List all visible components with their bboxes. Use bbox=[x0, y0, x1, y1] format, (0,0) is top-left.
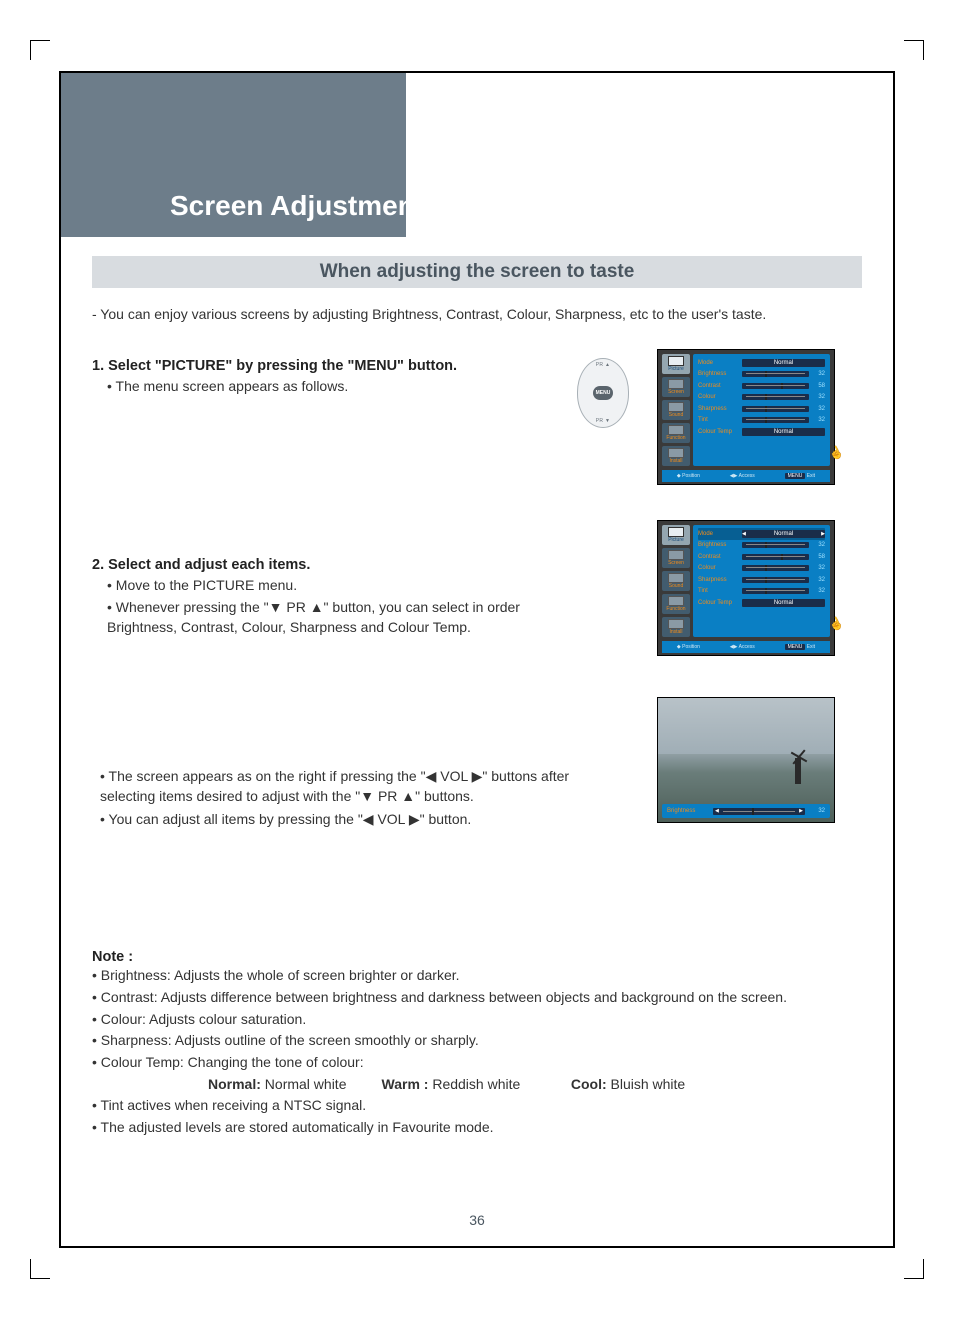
brightness-strip: Brightness 32 bbox=[662, 804, 830, 818]
foot-position: ◆ Position bbox=[677, 644, 700, 650]
crop-mark bbox=[904, 1259, 924, 1279]
osd-sidebar-screen: Screen bbox=[662, 548, 690, 568]
osd-row-sharpness: Sharpness32 bbox=[698, 574, 825, 586]
normal-val: Normal white bbox=[261, 1076, 347, 1092]
osd-menu-picture: Picture Screen Sound Function Install ModeNo… bbox=[657, 349, 835, 485]
osd-menu-mode-select: Picture Screen Sound Function Install ModeNo… bbox=[657, 520, 835, 656]
remote-menu-button: MENU bbox=[593, 386, 613, 400]
osd-row-colour-temp: Colour TempNormal bbox=[698, 426, 825, 438]
page-title: Screen Adjustment bbox=[170, 190, 424, 222]
osd-sidebar-function: Function bbox=[662, 594, 690, 614]
note-colour: • Colour: Adjusts colour saturation. bbox=[92, 1009, 862, 1031]
note-brightness: • Brightness: Adjusts the whole of scree… bbox=[92, 965, 862, 987]
osd-sidebar-install: Install bbox=[662, 617, 690, 637]
osd-sidebar-screen: Screen bbox=[662, 377, 690, 397]
page-number: 36 bbox=[469, 1212, 485, 1228]
osd-sidebar-picture: Picture bbox=[662, 354, 690, 374]
note-store: • The adjusted levels are stored automat… bbox=[92, 1117, 862, 1139]
preview-brightness-osd: Brightness 32 bbox=[657, 697, 835, 823]
note-sharpness: • Sharpness: Adjusts outline of the scre… bbox=[92, 1030, 862, 1052]
osd-sidebar: Picture Screen Sound Function Install bbox=[662, 525, 690, 637]
osd-sidebar: Picture Screen Sound Function Install bbox=[662, 354, 690, 466]
strip-value: 32 bbox=[809, 808, 825, 814]
windmill-icon bbox=[788, 742, 808, 784]
intro-text: - You can enjoy various screens by adjus… bbox=[92, 306, 862, 322]
note-head: Note : bbox=[92, 949, 862, 965]
foot-position: ◆ Position bbox=[677, 473, 700, 479]
osd-row-colour: Colour32 bbox=[698, 563, 825, 575]
foot-exit: MENU Exit bbox=[785, 473, 815, 479]
osd-sidebar-sound: Sound bbox=[662, 400, 690, 420]
osd-sidebar-function: Function bbox=[662, 423, 690, 443]
osd-sidebar-install: Install bbox=[662, 446, 690, 466]
osd-row-tint: Tint32 bbox=[698, 415, 825, 427]
osd-row-mode: ModeNormal bbox=[698, 357, 825, 369]
warm-val: Reddish white bbox=[428, 1076, 520, 1092]
strip-slider bbox=[713, 808, 805, 815]
osd-main: ModeNormalBrightness32Contrast58Colour32… bbox=[693, 354, 830, 466]
osd-footer: ◆ Position ◀▶ Access MENU Exit bbox=[662, 641, 830, 653]
foot-access: ◀▶ Access bbox=[730, 473, 755, 479]
osd-sidebar-picture: Picture bbox=[662, 525, 690, 545]
normal-lbl: Normal: bbox=[208, 1076, 261, 1092]
osd-row-tint: Tint32 bbox=[698, 586, 825, 598]
note-temp-opts: Normal: Normal white Warm : Reddish whit… bbox=[208, 1074, 862, 1096]
step3-bullet1: • The screen appears as on the right if … bbox=[100, 767, 600, 806]
crop-mark bbox=[904, 40, 924, 60]
crop-mark bbox=[30, 40, 50, 60]
osd-footer: ◆ Position ◀▶ Access MENU Exit bbox=[662, 470, 830, 482]
foot-exit: MENU Exit bbox=[785, 644, 815, 650]
osd-row-mode: ModeNormal bbox=[698, 528, 825, 540]
strip-label: Brightness bbox=[667, 808, 709, 814]
osd-main: ModeNormalBrightness32Contrast58Colour32… bbox=[693, 525, 830, 637]
note-tint: • Tint actives when receiving a NTSC sig… bbox=[92, 1095, 862, 1117]
foot-access: ◀▶ Access bbox=[730, 644, 755, 650]
osd-row-sharpness: Sharpness32 bbox=[698, 403, 825, 415]
osd-sidebar-sound: Sound bbox=[662, 571, 690, 591]
cool-val: Bluish white bbox=[607, 1076, 686, 1092]
remote-pr-down: PR ▼ bbox=[596, 418, 610, 424]
osd-row-colour: Colour32 bbox=[698, 392, 825, 404]
osd-row-colour-temp: Colour TempNormal bbox=[698, 597, 825, 609]
crop-mark bbox=[30, 1259, 50, 1279]
subtitle-bar: When adjusting the screen to taste bbox=[92, 256, 862, 288]
notes: Note : • Brightness: Adjusts the whole o… bbox=[92, 949, 862, 1139]
warm-lbl: Warm : bbox=[382, 1076, 429, 1092]
note-colourtemp: • Colour Temp: Changing the tone of colo… bbox=[92, 1052, 862, 1074]
osd-row-brightness: Brightness32 bbox=[698, 369, 825, 381]
step2-bullet2: • Whenever pressing the "▼ PR ▲" button,… bbox=[107, 598, 547, 637]
osd-row-contrast: Contrast58 bbox=[698, 551, 825, 563]
osd-row-brightness: Brightness32 bbox=[698, 540, 825, 552]
note-contrast: • Contrast: Adjusts difference between b… bbox=[92, 987, 862, 1009]
cool-lbl: Cool: bbox=[571, 1076, 607, 1092]
osd-row-contrast: Contrast58 bbox=[698, 380, 825, 392]
remote-pr-up: PR ▲ bbox=[596, 362, 610, 368]
remote-diagram: PR ▲ PR ▼ MENU bbox=[577, 358, 629, 428]
